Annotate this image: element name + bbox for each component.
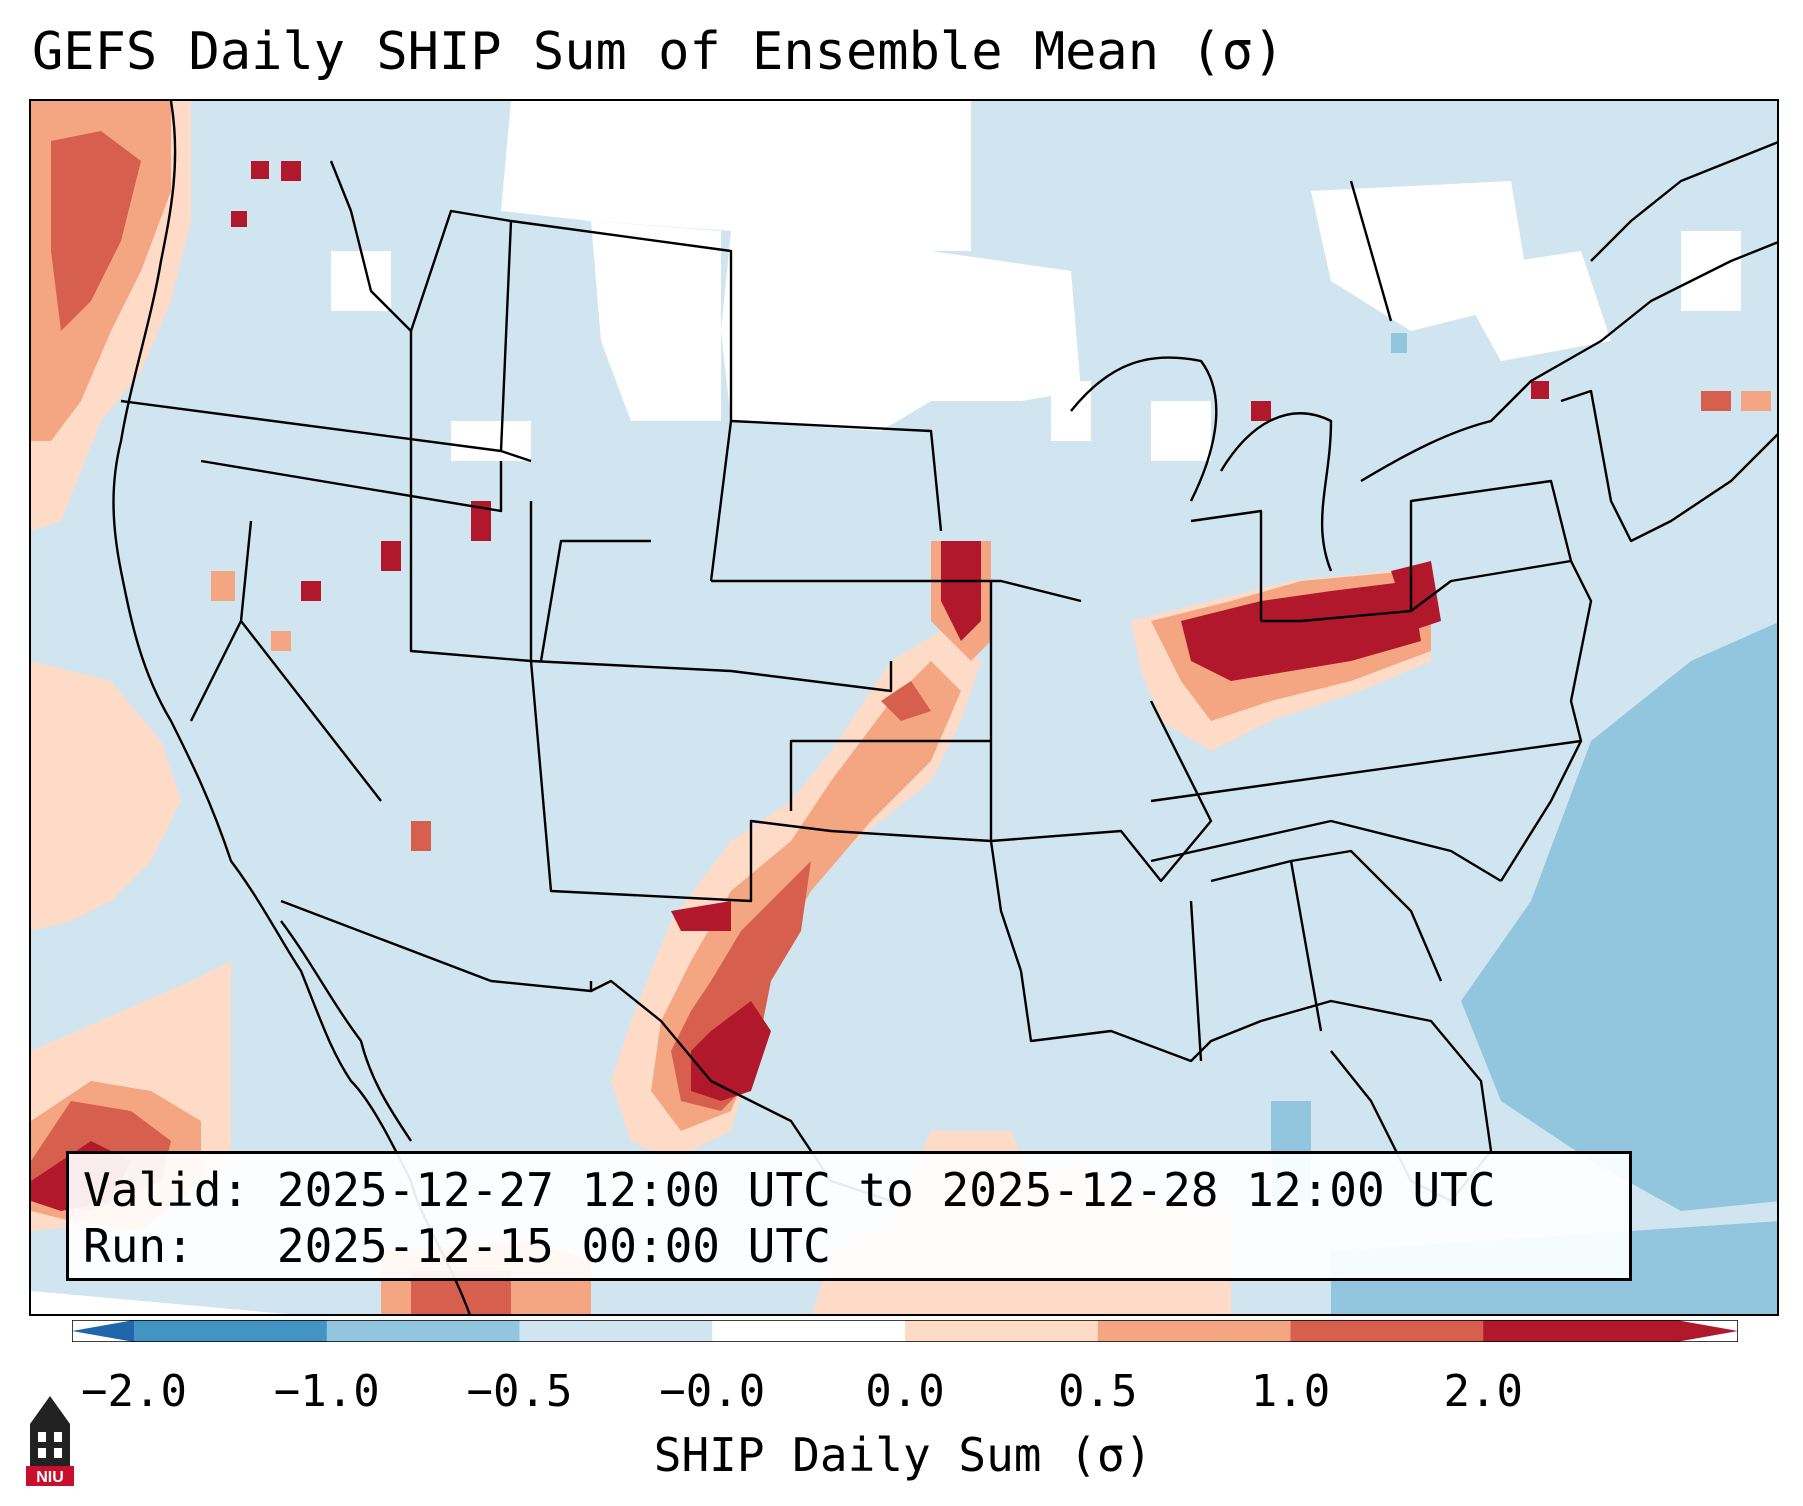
map-canvas bbox=[31, 101, 1777, 1314]
colorbar-tick-label: 2.0 bbox=[1443, 1366, 1523, 1417]
colorbar-bin bbox=[1097, 1320, 1291, 1342]
colorbar-bin bbox=[134, 1320, 328, 1342]
boundaries bbox=[112, 101, 1777, 1314]
colorbar-extend-low bbox=[72, 1320, 134, 1342]
colorbar-tick-label: −0.5 bbox=[466, 1366, 573, 1417]
logo-text: NIU bbox=[36, 1469, 64, 1486]
colorbar-bin bbox=[519, 1320, 713, 1342]
map-panel bbox=[29, 99, 1779, 1316]
colorbar-tick-label: −2.0 bbox=[81, 1366, 187, 1417]
colorbar bbox=[72, 1320, 1738, 1342]
colorbar-bin bbox=[712, 1320, 906, 1342]
valid-value: 2025-12-27 12:00 UTC to 2025-12-28 12:00… bbox=[276, 1163, 1496, 1217]
colorbar-bin bbox=[1290, 1320, 1484, 1342]
run-label: Run: bbox=[83, 1219, 194, 1273]
colorbar-label: SHIP Daily Sum (σ) bbox=[653, 1428, 1153, 1482]
colorbar-tick-label: 0.5 bbox=[1058, 1366, 1138, 1417]
colorbar-tick-label: −0.0 bbox=[659, 1366, 766, 1417]
colorbar-bin bbox=[905, 1320, 1099, 1342]
run-row: Run: 2025-12-15 00:00 UTC bbox=[83, 1218, 1615, 1274]
valid-row: Valid: 2025-12-27 12:00 UTC to 2025-12-2… bbox=[83, 1162, 1615, 1218]
colorbar-tick-label: 0.0 bbox=[865, 1366, 945, 1417]
colorbar-bin bbox=[1483, 1320, 1677, 1342]
validity-info-box: Valid: 2025-12-27 12:00 UTC to 2025-12-2… bbox=[66, 1151, 1632, 1281]
near-zero-regions bbox=[31, 101, 1777, 1314]
colorbar-bin bbox=[326, 1320, 520, 1342]
valid-label: Valid: bbox=[83, 1163, 250, 1217]
niu-logo-icon: NIU bbox=[26, 1396, 74, 1486]
run-value: 2025-12-15 00:00 UTC bbox=[276, 1219, 831, 1273]
colorbar-extend-high bbox=[1676, 1320, 1738, 1342]
colorbar-tick-label: −1.0 bbox=[273, 1366, 380, 1417]
map-title: GEFS Daily SHIP Sum of Ensemble Mean (σ) bbox=[32, 22, 1285, 82]
colorbar-tick-label: 1.0 bbox=[1250, 1366, 1331, 1417]
